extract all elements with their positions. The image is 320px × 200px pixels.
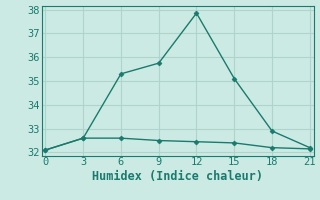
X-axis label: Humidex (Indice chaleur): Humidex (Indice chaleur) — [92, 170, 263, 183]
